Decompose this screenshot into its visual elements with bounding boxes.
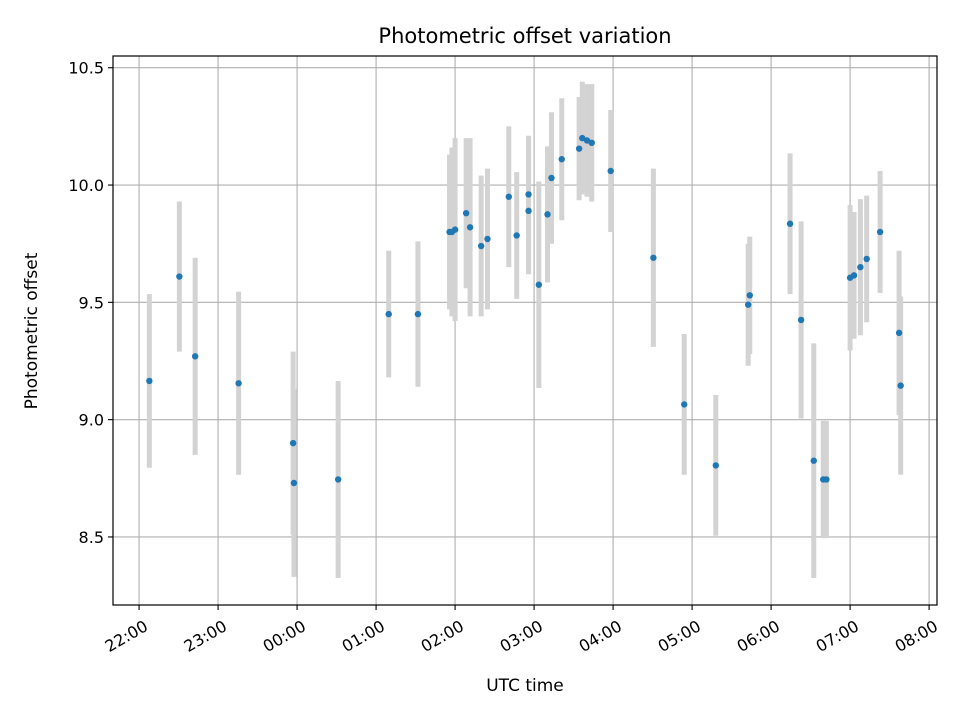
data-point [176, 273, 183, 280]
data-point [484, 235, 491, 243]
data-point [146, 377, 153, 385]
y-tick-label: 9.5 [79, 293, 104, 312]
data-point [462, 209, 470, 217]
y-tick-label: 8.5 [79, 528, 104, 547]
data-point [505, 193, 513, 200]
data-point [525, 191, 532, 198]
data-point [744, 301, 752, 308]
data-point [544, 211, 551, 218]
data-point [810, 457, 817, 464]
y-tick-label: 10.5 [68, 59, 104, 78]
data-point [235, 380, 242, 387]
data-point [414, 310, 422, 318]
data-point [650, 254, 657, 261]
data-points [146, 134, 904, 487]
data-point [525, 207, 532, 215]
data-point [289, 439, 297, 447]
data-point [857, 263, 864, 271]
data-point [607, 167, 614, 175]
x-axis-label: UTC time [486, 676, 564, 696]
y-tick-label: 9.0 [79, 411, 104, 430]
data-point [895, 329, 903, 337]
data-point [558, 156, 565, 163]
data-point [712, 462, 719, 469]
data-point [863, 255, 870, 263]
data-point [823, 476, 830, 483]
data-point [385, 310, 392, 318]
data-point [535, 281, 543, 288]
data-point [680, 401, 688, 408]
data-point [579, 134, 586, 142]
data-point [588, 139, 595, 147]
data-point [513, 232, 520, 239]
data-point [850, 272, 858, 279]
data-point [575, 145, 583, 152]
data-point [583, 137, 591, 144]
data-point [191, 353, 199, 360]
data-point [477, 242, 485, 250]
y-axis-label: Photometric offset [22, 252, 42, 409]
chart-title: Photometric offset variation [378, 24, 671, 48]
data-point [876, 228, 884, 236]
data-point [451, 226, 459, 233]
data-point [786, 220, 794, 227]
data-point [290, 479, 298, 487]
data-point [334, 476, 342, 483]
data-point [897, 382, 904, 389]
data-point [746, 292, 753, 299]
data-point [797, 316, 805, 324]
data-point [466, 224, 474, 231]
plot-area-frame [112, 55, 938, 606]
y-tick-label: 10.0 [68, 176, 104, 195]
data-point [548, 174, 555, 182]
